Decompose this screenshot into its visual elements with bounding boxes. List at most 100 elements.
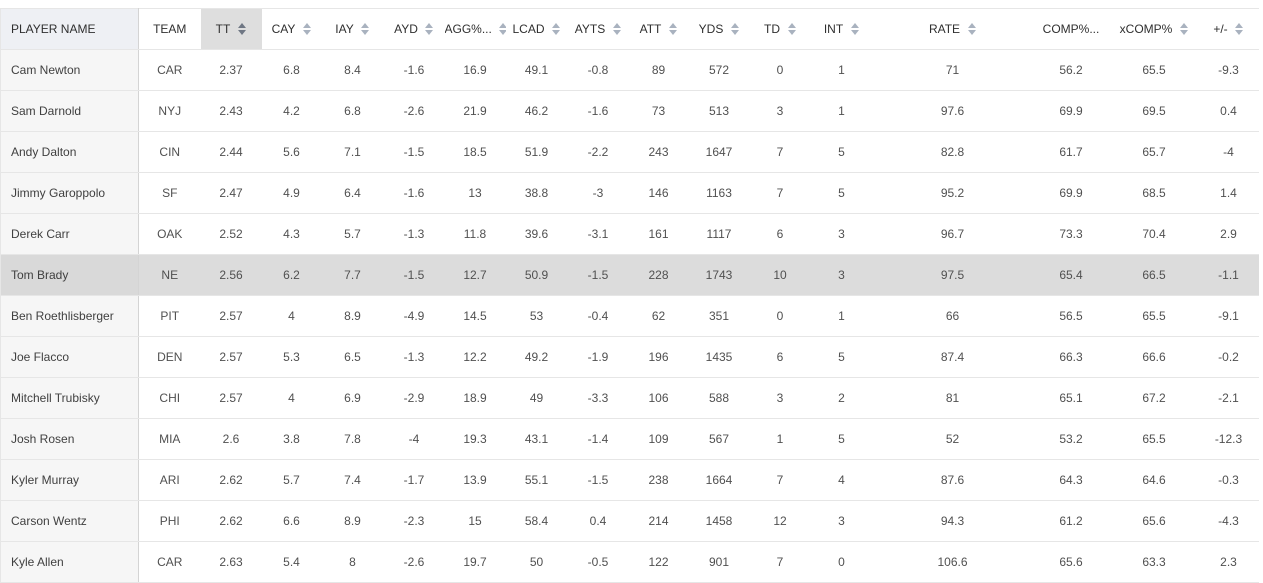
cell-cay: 5.4 <box>261 541 322 583</box>
cell-cay: 4.2 <box>261 90 322 132</box>
cell-ayts: -1.6 <box>567 90 629 132</box>
column-header-ayd[interactable]: AYD <box>383 8 445 50</box>
cell-name[interactable]: Ben Roethlisberger <box>0 295 139 337</box>
cell-name[interactable]: Joe Flacco <box>0 336 139 378</box>
cell-cay: 6.6 <box>261 500 322 542</box>
column-header-team[interactable]: TEAM <box>138 8 201 50</box>
cell-name[interactable]: Josh Rosen <box>0 418 139 460</box>
table-row[interactable]: Tom Brady NE 2.56 6.2 7.7 -1.5 12.7 50.9 -1.5 228… <box>0 254 1259 296</box>
table-row[interactable]: Kyle Allen CAR 2.63 5.4 8 -2.6 19.7 50 -0.5 122 90… <box>0 541 1259 583</box>
sort-icon[interactable] <box>552 23 561 35</box>
cell-ayts: -1.4 <box>567 418 629 460</box>
cell-pm: 1.4 <box>1198 172 1259 214</box>
cell-yds: 351 <box>688 295 750 337</box>
cell-rate: 66 <box>872 295 1033 337</box>
column-header-int[interactable]: INT <box>810 8 873 50</box>
table-row[interactable]: Jimmy Garoppolo SF 2.47 4.9 6.4 -1.6 13 38.8 -3 1… <box>0 172 1259 214</box>
column-header-cay[interactable]: CAY <box>261 8 322 50</box>
cell-team: SF <box>138 172 201 214</box>
cell-yds: 567 <box>688 418 750 460</box>
cell-att: 109 <box>628 418 689 460</box>
sort-icon[interactable] <box>612 23 621 35</box>
cell-name[interactable]: Carson Wentz <box>0 500 139 542</box>
column-header-ayts[interactable]: AYTS <box>567 8 629 50</box>
cell-comp: 64.3 <box>1032 459 1110 501</box>
cell-td: 10 <box>749 254 811 296</box>
table-row[interactable]: Kyler Murray ARI 2.62 5.7 7.4 -1.7 13.9 55.1 -1.… <box>0 459 1259 501</box>
cell-name[interactable]: Tom Brady <box>0 254 139 296</box>
cell-int: 2 <box>810 377 873 419</box>
sort-icon[interactable] <box>237 23 246 35</box>
sort-descending-arrow-icon <box>668 30 677 35</box>
cell-ayts: -1.5 <box>567 459 629 501</box>
cell-lcad: 55.1 <box>505 459 568 501</box>
column-header-td[interactable]: TD <box>749 8 811 50</box>
column-header-content: AGG%... <box>445 22 506 36</box>
sort-icon[interactable] <box>787 23 796 35</box>
table-row[interactable]: Andy Dalton CIN 2.44 5.6 7.1 -1.5 18.5 51.9 -2.2… <box>0 131 1259 173</box>
cell-tt: 2.52 <box>200 213 262 255</box>
sort-icon[interactable] <box>425 23 434 35</box>
table-row[interactable]: Sam Darnold NYJ 2.43 4.2 6.8 -2.6 21.9 46.2 -1.6… <box>0 90 1259 132</box>
column-header-rate[interactable]: RATE <box>872 8 1033 50</box>
sort-descending-arrow-icon <box>1179 30 1188 35</box>
column-header-att[interactable]: ATT <box>628 8 689 50</box>
table-row[interactable]: Ben Roethlisberger PIT 2.57 4 8.9 -4.9 14.5 53-… <box>0 295 1259 337</box>
column-header-lcad[interactable]: LCAD <box>505 8 568 50</box>
sort-icon[interactable] <box>302 23 311 35</box>
cell-name[interactable]: Mitchell Trubisky <box>0 377 139 419</box>
cell-name[interactable]: Kyle Allen <box>0 541 139 583</box>
column-header-name[interactable]: PLAYER NAME <box>0 8 139 50</box>
cell-cay: 3.8 <box>261 418 322 460</box>
column-header-pm[interactable]: +/- <box>1198 8 1259 50</box>
column-header-xcomp[interactable]: xCOMP% <box>1109 8 1199 50</box>
cell-team: DEN <box>138 336 201 378</box>
cell-cay: 5.7 <box>261 459 322 501</box>
cell-pm: -4 <box>1198 131 1259 173</box>
column-header-label: CAY <box>271 22 296 36</box>
cell-iay: 6.8 <box>321 90 384 132</box>
sort-descending-arrow-icon <box>787 30 796 35</box>
table-row[interactable]: Josh Rosen MIA 2.6 3.8 7.8 -4 19.3 43.1 -1.4 109 5… <box>0 418 1259 460</box>
cell-iay: 5.7 <box>321 213 384 255</box>
cell-name[interactable]: Derek Carr <box>0 213 139 255</box>
column-header-yds[interactable]: YDS <box>688 8 750 50</box>
sort-icon[interactable] <box>668 23 677 35</box>
cell-name[interactable]: Cam Newton <box>0 49 139 91</box>
sort-icon[interactable] <box>1235 23 1244 35</box>
table-row[interactable]: Mitchell Trubisky CHI 2.57 4 6.9 -2.9 18.9 49 -3… <box>0 377 1259 419</box>
sort-icon[interactable] <box>499 23 506 35</box>
cell-name[interactable]: Jimmy Garoppolo <box>0 172 139 214</box>
table-row[interactable]: Cam Newton CAR 2.37 6.8 8.4 -1.6 16.9 49.1 -0.8 8… <box>0 49 1259 91</box>
cell-ayts: -0.4 <box>567 295 629 337</box>
sort-icon[interactable] <box>850 23 859 35</box>
column-header-comp[interactable]: COMP%... <box>1032 8 1110 50</box>
sort-icon[interactable] <box>1179 23 1188 35</box>
column-header-agg[interactable]: AGG%... <box>444 8 506 50</box>
cell-team: CAR <box>138 541 201 583</box>
cell-name[interactable]: Andy Dalton <box>0 131 139 173</box>
table-body: Cam Newton CAR 2.37 6.8 8.4 -1.6 16.9 49.1 -0.8 8… <box>0 49 1259 583</box>
cell-name[interactable]: Sam Darnold <box>0 90 139 132</box>
sort-ascending-arrow-icon <box>302 23 311 28</box>
table-row[interactable]: Joe Flacco DEN 2.57 5.3 6.5 -1.3 12.2 49.2 -1.9 1… <box>0 336 1259 378</box>
table-row[interactable]: Derek Carr OAK 2.52 4.3 5.7 -1.3 11.8 39.6 -3.1 1… <box>0 213 1259 255</box>
column-header-label: RATE <box>928 22 961 36</box>
column-header-tt[interactable]: TT <box>200 8 262 50</box>
sort-icon[interactable] <box>730 23 739 35</box>
cell-tt: 2.57 <box>200 336 262 378</box>
sort-descending-arrow-icon <box>730 30 739 35</box>
cell-name[interactable]: Kyler Murray <box>0 459 139 501</box>
cell-int: 3 <box>810 500 873 542</box>
column-header-iay[interactable]: IAY <box>321 8 384 50</box>
table-row[interactable]: Carson Wentz PHI 2.62 6.6 8.9 -2.3 15 58.4 0.4 21… <box>0 500 1259 542</box>
cell-cay: 6.2 <box>261 254 322 296</box>
sort-icon[interactable] <box>361 23 370 35</box>
cell-team: PHI <box>138 500 201 542</box>
cell-td: 3 <box>749 90 811 132</box>
sort-icon[interactable] <box>967 23 976 35</box>
cell-comp: 53.2 <box>1032 418 1110 460</box>
column-header-label: +/- <box>1213 22 1228 36</box>
cell-pm: -0.3 <box>1198 459 1259 501</box>
cell-yds: 1163 <box>688 172 750 214</box>
